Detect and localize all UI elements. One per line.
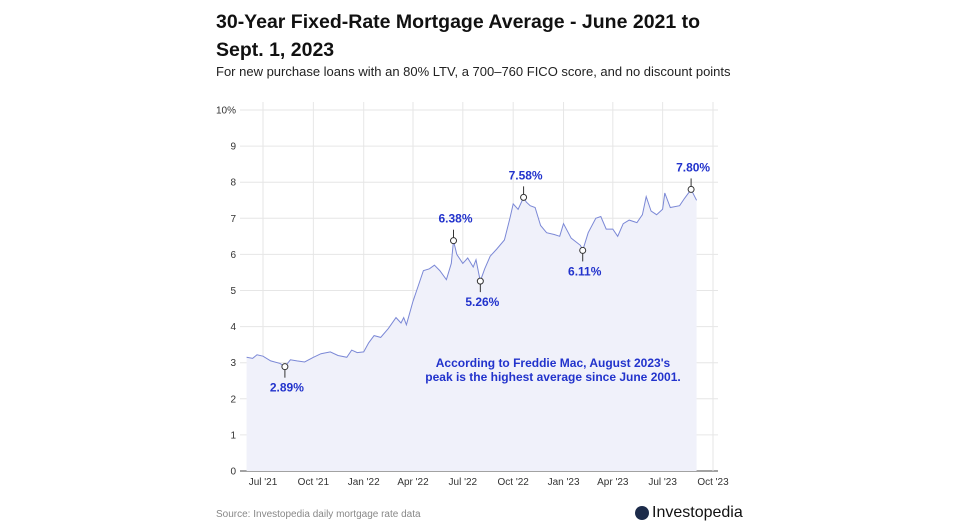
y-tick-label: 3: [230, 358, 236, 369]
annotation: 5.26%: [465, 277, 500, 309]
logo-text: Investopedia: [652, 504, 743, 521]
annotation-label: 5.26%: [465, 295, 499, 309]
annotation: 6.38%: [438, 212, 473, 245]
annotation-label: 2.89%: [270, 381, 304, 395]
annotation-marker: [520, 193, 528, 201]
annotation-marker: [579, 246, 587, 254]
y-tick-label: 8: [230, 178, 236, 189]
x-tick-label: Jan '22: [348, 477, 380, 488]
y-tick-label: 1: [230, 430, 236, 441]
annotation-marker: [281, 363, 289, 371]
annotation: 7.80%: [676, 160, 710, 193]
chart-subtitle: For new purchase loans with an 80% LTV, …: [216, 64, 731, 79]
annotation-marker: [450, 237, 458, 245]
investopedia-logo[interactable]: Investopedia: [635, 504, 743, 522]
y-tick-label: 4: [230, 322, 236, 333]
y-tick-label: 7: [230, 214, 236, 225]
y-tick-label: 6: [230, 250, 236, 261]
annotation-marker: [687, 185, 695, 193]
annotation: 2.89%: [270, 363, 304, 395]
x-tick-label: Apr '23: [597, 477, 629, 488]
annotation-label: 6.11%: [568, 264, 602, 278]
investopedia-logo-icon: [635, 506, 649, 520]
annotation-label: 7.58%: [509, 168, 543, 182]
y-tick-label: 5: [230, 286, 236, 297]
x-tick-label: Oct '21: [298, 477, 330, 488]
y-tick-label: 9: [230, 142, 236, 153]
annotation-marker: [476, 277, 484, 285]
y-tick-label: 0: [230, 467, 236, 478]
x-tick-label: Oct '23: [697, 477, 729, 488]
rate-area-fill: [246, 189, 697, 471]
y-tick-label: 2: [230, 394, 236, 405]
chart-title: 30-Year Fixed-Rate Mortgage Average - Ju…: [216, 11, 701, 61]
annotation: 7.58%: [509, 168, 543, 201]
x-tick-label: Jan '23: [548, 477, 580, 488]
annotation: 6.11%: [568, 246, 602, 278]
x-tick-label: Jul '23: [648, 477, 677, 488]
x-tick-label: Apr '22: [397, 477, 429, 488]
annotation-label: 6.38%: [438, 212, 472, 226]
y-tick-label: 10%: [216, 106, 236, 117]
x-tick-label: Oct '22: [497, 477, 529, 488]
note-line-1: According to Freddie Mac, August 2023's: [436, 356, 671, 370]
x-tick-label: Jul '21: [249, 477, 278, 488]
note-line-2: peak is the highest average since June 2…: [425, 370, 680, 384]
x-tick-label: Jul '22: [449, 477, 478, 488]
annotation-label: 7.80%: [676, 160, 710, 174]
source-note: Source: Investopedia daily mortgage rate…: [216, 509, 421, 520]
